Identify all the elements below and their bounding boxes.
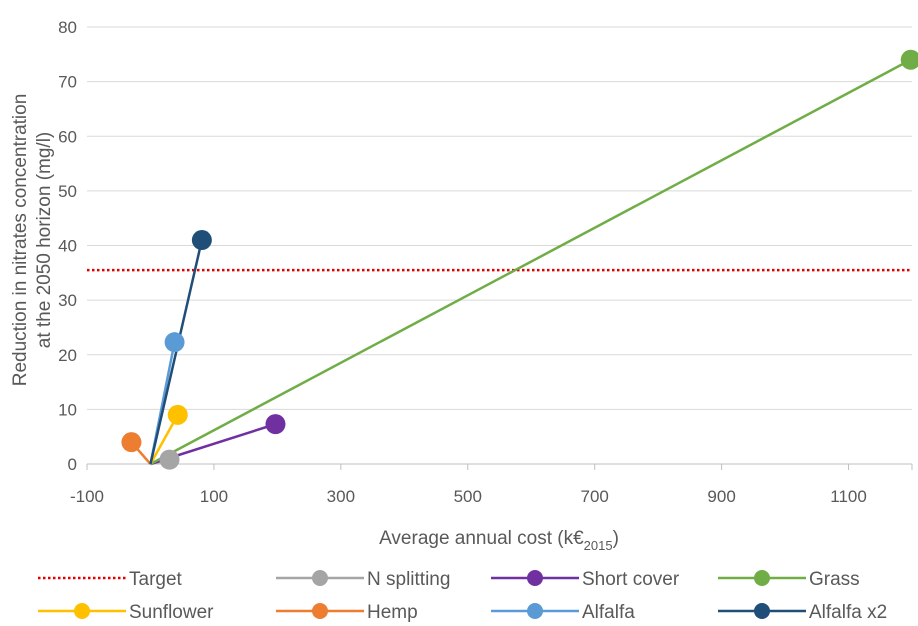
y-tick-label: 20 [58,346,77,365]
legend-label: Hemp [367,602,418,623]
data-point [900,49,918,70]
legend-label: Sunflower [129,602,214,623]
legend-marker [754,570,770,586]
data-point [159,449,180,470]
x-tick-label: 900 [707,487,735,506]
legend-label: Alfalfa x2 [809,602,887,623]
series-layer [121,49,918,470]
x-axis-title: Average annual cost (k€2015) [379,528,619,553]
legend-marker [527,570,543,586]
legend-label: Short cover [582,569,680,590]
y-tick-label: 40 [58,237,77,256]
x-tick-label: 500 [454,487,482,506]
y-tick-label: 30 [58,291,77,310]
x-tick-label: -100 [70,487,104,506]
legend-marker [754,603,770,619]
y-axis-title-line1: Reduction in nitrates concentration [10,94,31,387]
data-point [121,432,142,453]
legend-item: Alfalfa x2 [718,602,887,623]
legend-marker [312,570,328,586]
legend-label: Alfalfa [582,602,635,623]
y-axis-title-line2: at the 2050 horizon (mg/l) [34,132,55,349]
legend-label: N splitting [367,569,450,590]
legend-item: N splitting [276,569,450,590]
x-axis-title-subscript: 2015 [584,538,613,553]
x-tick-label: 100 [200,487,228,506]
legend-item: Grass [718,569,860,590]
y-tick-label: 80 [58,18,77,37]
grid-layer [87,26,912,410]
legend-item: Sunflower [38,602,214,623]
legend-item: Hemp [276,602,418,623]
x-tick-label: 700 [581,487,609,506]
x-axis-title-end: ) [613,528,619,549]
y-tick-label: 60 [58,127,77,146]
legend-marker [312,603,328,619]
axis-layer [86,463,913,470]
series-line [149,58,912,466]
legend-label: Grass [809,569,860,590]
data-point [265,414,286,435]
legend-item: Short cover [491,569,680,590]
x-tick-label: 1100 [830,487,867,506]
data-point [191,230,212,251]
y-tick-label: 10 [58,400,77,419]
x-tick-label: 300 [327,487,355,506]
y-tick-label: 70 [58,73,77,92]
legend-marker [74,603,90,619]
tick-labels: 0 10 20 30 40 50 60 70 80 -100 100 300 500 700 900 1100 [58,18,867,506]
y-tick-label: 50 [58,182,77,201]
x-axis-title-main: Average annual cost (k€ [379,528,584,549]
legend-marker [527,603,543,619]
legend: Target N splitting Short cover Grass Sunflow… [38,569,887,623]
legend-item: Alfalfa [491,602,635,623]
data-point [167,404,188,425]
legend-item: Target [38,569,183,590]
data-point [164,332,185,353]
y-tick-label: 0 [68,455,77,474]
legend-label: Target [129,569,183,590]
